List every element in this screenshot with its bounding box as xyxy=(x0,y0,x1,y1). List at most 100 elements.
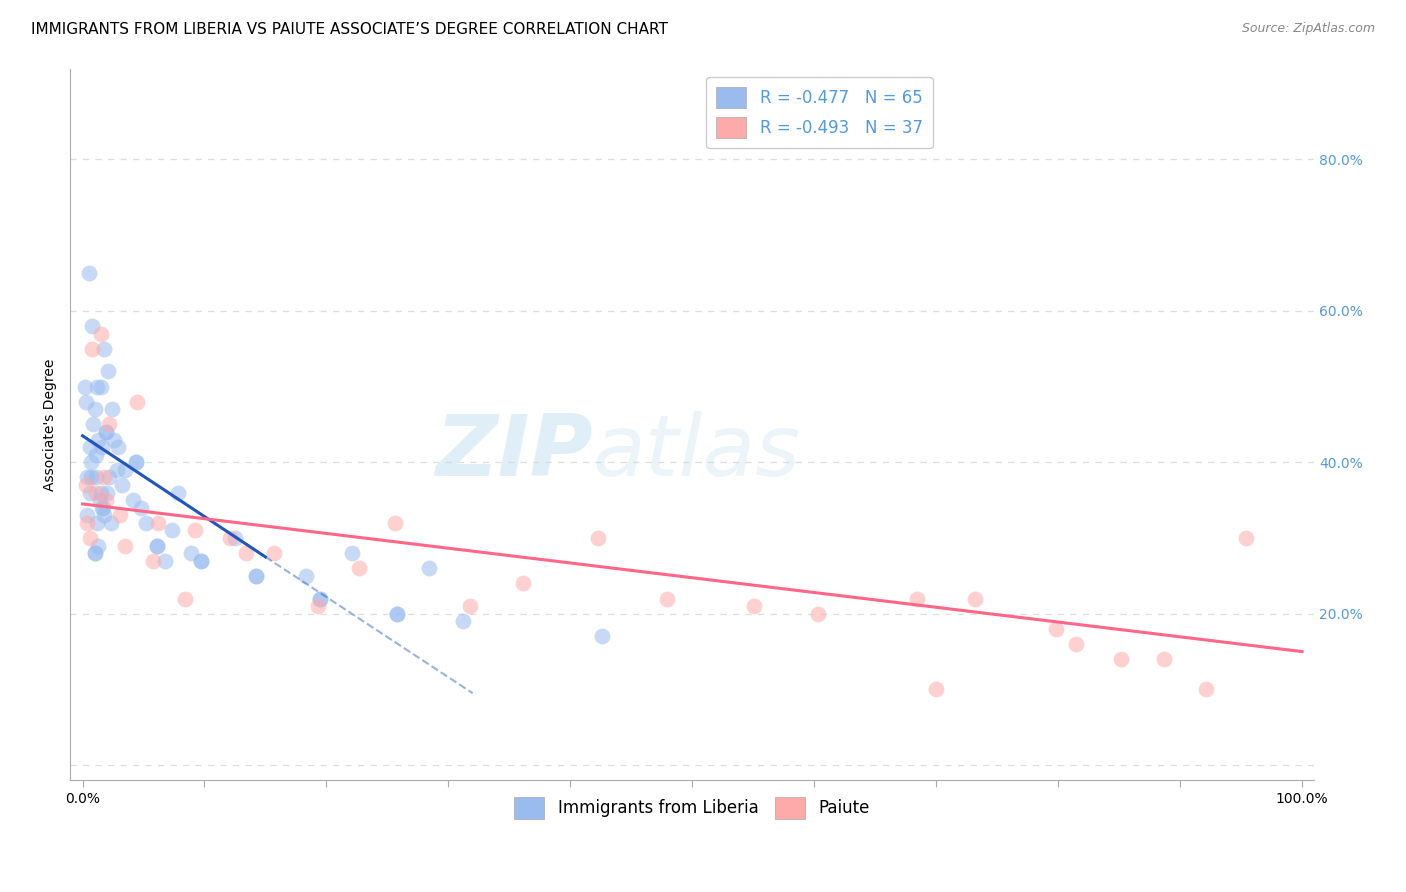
Point xyxy=(76,508,98,523)
Text: ZIP: ZIP xyxy=(434,411,593,494)
Point xyxy=(82,417,104,432)
Point xyxy=(307,599,329,614)
Point xyxy=(245,569,267,583)
Point xyxy=(91,500,114,515)
Point xyxy=(100,402,122,417)
Point xyxy=(142,554,165,568)
Point xyxy=(75,478,97,492)
Point xyxy=(83,546,105,560)
Point xyxy=(180,546,202,560)
Point xyxy=(97,364,120,378)
Text: IMMIGRANTS FROM LIBERIA VS PAIUTE ASSOCIATE’S DEGREE CORRELATION CHART: IMMIGRANTS FROM LIBERIA VS PAIUTE ASSOCI… xyxy=(31,22,668,37)
Text: Source: ZipAtlas.com: Source: ZipAtlas.com xyxy=(1241,22,1375,36)
Point xyxy=(87,539,110,553)
Point xyxy=(91,440,114,454)
Point xyxy=(744,599,766,614)
Point xyxy=(1153,652,1175,666)
Point xyxy=(80,470,103,484)
Point xyxy=(89,493,111,508)
Point xyxy=(224,531,246,545)
Point xyxy=(73,379,96,393)
Point xyxy=(160,524,183,538)
Point xyxy=(79,440,101,454)
Point xyxy=(385,607,408,621)
Point xyxy=(110,478,132,492)
Legend: Immigrants from Liberia, Paiute: Immigrants from Liberia, Paiute xyxy=(508,790,876,825)
Point xyxy=(1066,637,1088,651)
Point xyxy=(807,607,830,621)
Point xyxy=(349,561,371,575)
Point xyxy=(190,554,212,568)
Point xyxy=(100,516,122,530)
Point xyxy=(235,546,257,560)
Point xyxy=(90,326,112,341)
Point xyxy=(1045,622,1067,636)
Point xyxy=(263,546,285,560)
Point xyxy=(135,516,157,530)
Text: atlas: atlas xyxy=(593,411,801,494)
Point xyxy=(77,266,100,280)
Point xyxy=(294,569,316,583)
Point xyxy=(90,485,112,500)
Point xyxy=(93,508,115,523)
Point xyxy=(84,470,107,484)
Point xyxy=(94,425,117,439)
Point xyxy=(107,440,129,454)
Point xyxy=(588,531,610,545)
Point xyxy=(1234,531,1257,545)
Point xyxy=(86,379,108,393)
Point xyxy=(129,500,152,515)
Point xyxy=(384,516,406,530)
Point xyxy=(183,524,205,538)
Point xyxy=(125,455,148,469)
Point xyxy=(219,531,242,545)
Point xyxy=(98,470,121,484)
Point xyxy=(458,599,481,614)
Point xyxy=(925,682,948,697)
Point xyxy=(82,318,104,333)
Point xyxy=(245,569,267,583)
Point xyxy=(146,539,169,553)
Point xyxy=(87,433,110,447)
Point xyxy=(94,425,117,439)
Point xyxy=(83,402,105,417)
Point xyxy=(76,470,98,484)
Point xyxy=(105,463,128,477)
Point xyxy=(91,500,114,515)
Point xyxy=(82,342,104,356)
Point xyxy=(166,485,188,500)
Point xyxy=(114,463,136,477)
Point xyxy=(451,615,474,629)
Point xyxy=(114,539,136,553)
Point xyxy=(79,485,101,500)
Point xyxy=(190,554,212,568)
Point xyxy=(76,516,98,530)
Point xyxy=(146,516,169,530)
Point xyxy=(309,591,332,606)
Point xyxy=(512,576,534,591)
Point xyxy=(591,629,613,643)
Point xyxy=(96,485,118,500)
Point xyxy=(146,539,169,553)
Point xyxy=(155,554,177,568)
Point xyxy=(98,417,121,432)
Point xyxy=(309,591,332,606)
Point xyxy=(93,470,115,484)
Point xyxy=(80,455,103,469)
Point xyxy=(418,561,440,575)
Point xyxy=(83,546,105,560)
Point xyxy=(103,433,125,447)
Point xyxy=(965,591,987,606)
Point xyxy=(121,493,143,508)
Point xyxy=(385,607,408,621)
Point xyxy=(340,546,363,560)
Point xyxy=(1111,652,1133,666)
Point xyxy=(90,379,112,393)
Point xyxy=(174,591,197,606)
Point xyxy=(1194,682,1216,697)
Point xyxy=(110,508,132,523)
Point xyxy=(94,493,117,508)
Point xyxy=(127,394,149,409)
Point xyxy=(93,342,115,356)
Point xyxy=(79,531,101,545)
